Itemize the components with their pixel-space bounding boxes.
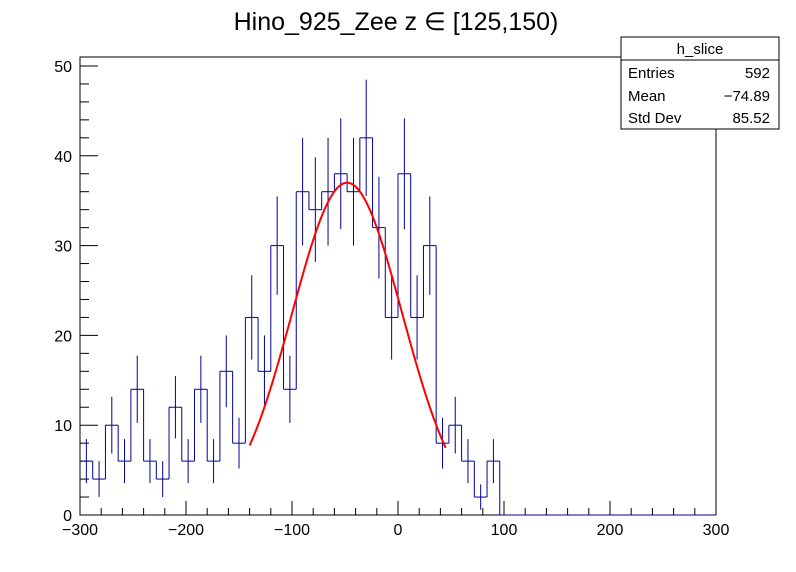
x-axis: −300 −200 −100 0 100 200 300 [62,501,729,539]
y-tick-label: 30 [54,239,72,256]
stats-mean-label: Mean [628,88,666,105]
x-tick-label: −200 [168,522,204,539]
stats-box-frame [620,36,780,130]
y-tick-label: 10 [54,418,72,435]
y-axis: 0 10 20 30 40 50 [54,59,98,525]
y-tick-label: 0 [63,508,72,525]
x-tick-label: 300 [703,522,730,539]
x-tick-label: 200 [597,522,624,539]
stats-box: h_slice Entries 592 Mean −74.89 Std Dev … [620,36,780,130]
x-tick-label: 0 [394,522,403,539]
y-tick-label: 20 [54,328,72,345]
stats-box-title: h_slice [677,41,724,58]
x-tick-label: 100 [491,522,518,539]
gaussian-fit-curve [248,181,447,449]
x-tick-label: −300 [62,522,98,539]
stats-stddev-label: Std Dev [628,110,682,127]
stats-entries-label: Entries [628,65,675,82]
gaussian-fit-series [248,181,447,449]
stats-entries-value: 592 [745,65,770,82]
stats-mean-value: −74.89 [724,88,770,105]
y-tick-label: 50 [54,59,72,76]
x-tick-label: −100 [274,522,310,539]
y-tick-label: 40 [54,149,72,166]
histogram-series [80,79,716,516]
chart-title: Hino_925_Zee z ∈ [125,150) [234,8,559,36]
stats-stddev-value: 85.52 [732,110,770,127]
